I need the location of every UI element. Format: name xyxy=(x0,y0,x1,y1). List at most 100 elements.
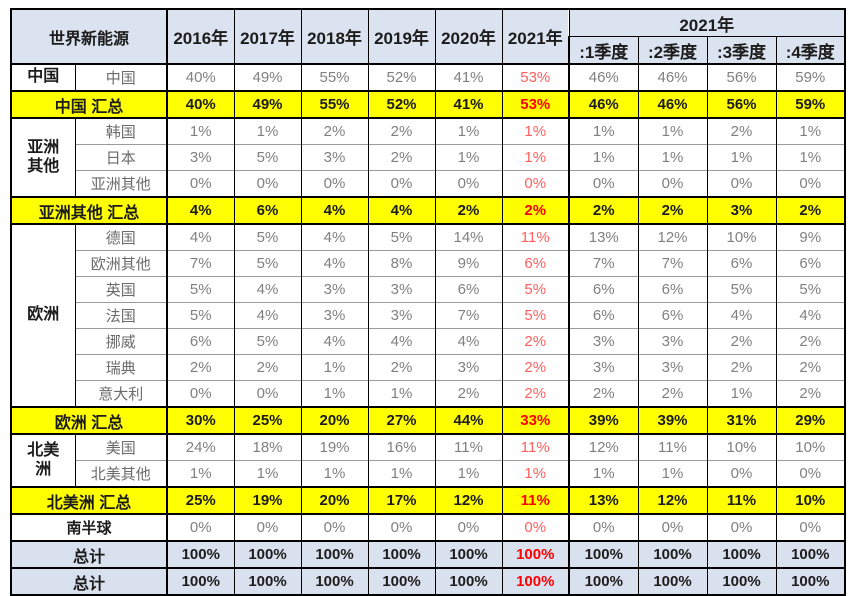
value-cell: 31% xyxy=(706,406,777,435)
row-label: 北美洲 汇总 xyxy=(10,486,168,515)
value-cell: 1% xyxy=(434,144,503,171)
value-cell: 0% xyxy=(775,460,846,487)
value-cell: 5% xyxy=(233,328,302,355)
value-cell: 1% xyxy=(501,117,570,145)
value-cell: 100% xyxy=(434,567,503,595)
value-cell: 2% xyxy=(367,117,436,145)
value-cell: 56% xyxy=(706,63,777,91)
col-header-year: 2016年 xyxy=(166,8,235,65)
value-cell: 0% xyxy=(706,170,777,197)
value-cell: 1% xyxy=(233,117,302,145)
table-row-data: 法国 5% 4% 3% 3% 7% 5% 6% 6% 4% 4% xyxy=(11,302,846,329)
value-cell: 55% xyxy=(300,63,369,91)
value-cell: 5% xyxy=(501,302,570,329)
value-cell: 1% xyxy=(434,117,503,145)
value-cell: 56% xyxy=(706,90,777,119)
value-cell: 1% xyxy=(434,460,503,487)
value-cell: 3% xyxy=(568,354,639,381)
value-cell: 11% xyxy=(501,433,570,461)
value-cell: 2% xyxy=(637,196,708,225)
total-label: 总计 xyxy=(10,567,168,595)
value-cell: 2% xyxy=(706,354,777,381)
value-cell: 5% xyxy=(775,276,846,303)
value-cell: 33% xyxy=(501,406,570,435)
region-label: 北美洲 xyxy=(10,433,76,487)
value-cell: 2% xyxy=(706,328,777,355)
value-cell: 0% xyxy=(166,170,235,197)
value-cell: 18% xyxy=(233,433,302,461)
value-cell: 3% xyxy=(434,354,503,381)
value-cell: 2% xyxy=(166,354,235,381)
value-cell: 6% xyxy=(501,250,570,277)
value-cell: 1% xyxy=(637,144,708,171)
value-cell: 12% xyxy=(568,433,639,461)
value-cell: 44% xyxy=(434,406,503,435)
value-cell: 2% xyxy=(501,380,570,407)
table-row-data: 欧洲 德国 4% 5% 4% 5% 14% 11% 13% 12% 10% 9% xyxy=(10,223,846,407)
col-header-year: 2018年 xyxy=(300,8,369,65)
value-cell: 2% xyxy=(637,380,708,407)
value-cell: 4% xyxy=(300,250,369,277)
country-label: 亚洲其他 xyxy=(74,170,168,197)
table-row-summary: 中国 汇总 40% 49% 55% 52% 41% 53% 46% 46% 56% 59% xyxy=(10,90,846,119)
value-cell: 20% xyxy=(300,486,369,515)
value-cell: 9% xyxy=(775,223,846,251)
value-cell: 16% xyxy=(367,433,436,461)
value-cell: 2% xyxy=(775,196,846,225)
table-row-total: 总计 100% 100% 100% 100% 100% 100% 100% 100% 100% 10… xyxy=(10,567,846,595)
value-cell: 5% xyxy=(501,276,570,303)
value-cell: 4% xyxy=(434,328,503,355)
value-cell: 1% xyxy=(706,380,777,407)
value-cell: 14% xyxy=(434,223,503,251)
value-cell: 52% xyxy=(367,63,436,91)
table-row-single: 南半球 0% 0% 0% 0% 0% 0% 0% 0% 0% 0% xyxy=(10,513,846,541)
value-cell: 1% xyxy=(568,144,639,171)
value-cell: 4% xyxy=(166,196,235,225)
value-cell: 100% xyxy=(568,567,639,595)
value-cell: 5% xyxy=(233,250,302,277)
value-cell: 29% xyxy=(775,406,846,435)
table-row-summary: 欧洲 汇总 30% 25% 20% 27% 44% 33% 39% 39% 31% 29% xyxy=(10,406,846,435)
col-header-quarter: :3季度 xyxy=(706,36,777,65)
value-cell: 40% xyxy=(166,90,235,119)
value-cell: 10% xyxy=(775,433,846,461)
value-cell: 1% xyxy=(775,117,846,145)
value-cell: 12% xyxy=(637,223,708,251)
value-cell: 6% xyxy=(166,328,235,355)
value-cell: 27% xyxy=(367,406,436,435)
region-label: 亚洲其他 xyxy=(10,117,76,197)
value-cell: 100% xyxy=(775,540,846,568)
value-cell: 8% xyxy=(367,250,436,277)
value-cell: 0% xyxy=(637,170,708,197)
value-cell: 6% xyxy=(637,302,708,329)
value-cell: 0% xyxy=(233,170,302,197)
value-cell: 53% xyxy=(501,90,570,119)
value-cell: 4% xyxy=(233,302,302,329)
country-label: 欧洲其他 xyxy=(74,250,168,277)
value-cell: 6% xyxy=(775,250,846,277)
country-label: 北美其他 xyxy=(74,460,168,487)
value-cell: 2% xyxy=(775,328,846,355)
value-cell: 0% xyxy=(637,513,708,541)
value-cell: 1% xyxy=(166,117,235,145)
value-cell: 0% xyxy=(706,460,777,487)
col-header-year: 2019年 xyxy=(367,8,436,65)
value-cell: 4% xyxy=(300,196,369,225)
value-cell: 3% xyxy=(300,276,369,303)
value-cell: 52% xyxy=(367,90,436,119)
value-cell: 100% xyxy=(637,567,708,595)
value-cell: 2% xyxy=(501,196,570,225)
table-row-data: 日本 3% 5% 3% 2% 1% 1% 1% 1% 1% 1% xyxy=(11,144,846,171)
value-cell: 46% xyxy=(637,90,708,119)
value-cell: 0% xyxy=(568,513,639,541)
table-row-data: 瑞典 2% 2% 1% 2% 3% 2% 3% 3% 2% 2% xyxy=(11,354,846,381)
value-cell: 2% xyxy=(501,328,570,355)
value-cell: 24% xyxy=(166,433,235,461)
value-cell: 6% xyxy=(568,276,639,303)
table-row-data: 北美洲 美国 24% 18% 19% 16% 11% 11% 12% 11% 10% 10% xyxy=(10,433,846,487)
value-cell: 11% xyxy=(434,433,503,461)
value-cell: 3% xyxy=(568,328,639,355)
table-row-total: 总计 100% 100% 100% 100% 100% 100% 100% 100% 100% 10… xyxy=(10,540,846,568)
region-label: 欧洲 xyxy=(10,223,76,407)
